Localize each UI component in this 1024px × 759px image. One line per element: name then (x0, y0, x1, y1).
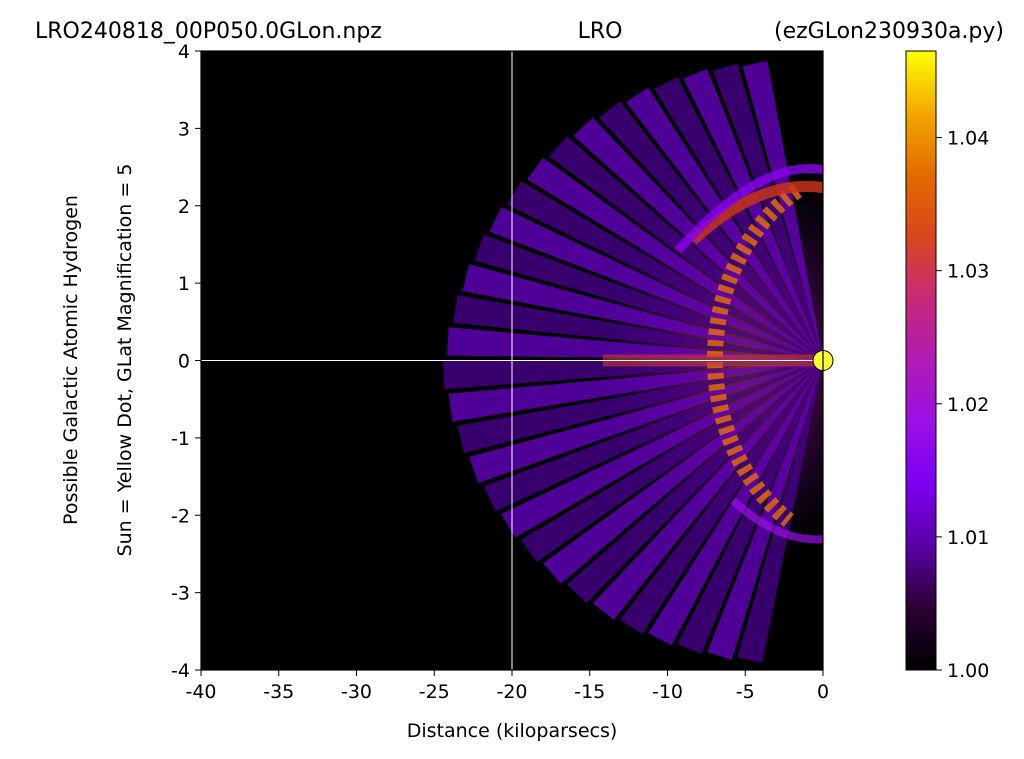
y-axis-ticks: -4 -3 -2 -1 0 1 2 3 4 (171, 41, 201, 682)
emission-wedge (457, 360, 823, 454)
colorbar-tick-label: 1.00 (947, 660, 989, 682)
colorbar-tick-label: 1.04 (947, 128, 989, 150)
emission-outer-arc (730, 497, 823, 544)
x-axis-label: Distance (kiloparsecs) (407, 720, 618, 742)
y-tick-label: 0 (178, 351, 190, 373)
crosshair (201, 51, 823, 670)
emission-wedge (507, 181, 823, 361)
colorbar (905, 50, 937, 671)
emission-wedge (683, 68, 823, 361)
x-tick-label: 0 (817, 681, 829, 703)
x-tick-label: -30 (341, 681, 372, 703)
emission-wedge (469, 360, 823, 484)
emission-wedge (443, 360, 823, 390)
chart-title-right: (ezGLon230930a.py) (774, 19, 1004, 44)
emission-wedge (654, 77, 823, 361)
x-tick-label: -15 (574, 681, 605, 703)
emission-wedge (677, 360, 823, 655)
x-tick-label: -35 (263, 681, 294, 703)
y-tick-label: -3 (171, 583, 190, 605)
x-axis-ticks: -40 -35 -30 -25 -20 -15 -10 -5 0 (185, 670, 829, 703)
y-tick-label: 4 (178, 41, 190, 63)
emission-wedge (501, 360, 823, 538)
heatmap (443, 61, 823, 663)
emission-outer-arc (674, 163, 823, 254)
x-tick-label: -20 (496, 681, 527, 703)
emission-outer-arc (689, 180, 823, 245)
emission-wedge (707, 360, 823, 660)
y-tick-label: -1 (171, 428, 190, 450)
colorbar-tick-label: 1.03 (947, 261, 989, 283)
y-axis-label-line2: Sun = Yellow Dot, GLat Magnification = 5 (114, 164, 136, 557)
emission-wedge (474, 234, 823, 361)
y-tick-label: 3 (178, 118, 190, 140)
emission-wedge (489, 207, 823, 361)
emission-wedge (549, 136, 823, 361)
emission-wedge (543, 360, 823, 584)
emission-wedge (462, 264, 823, 361)
y-axis-label-line1: Possible Galactic Atomic Hydrogen (60, 195, 82, 525)
y-tick-label: 1 (178, 273, 190, 295)
y-tick-label: 2 (178, 196, 190, 218)
x-tick-label: -25 (419, 681, 450, 703)
emission-wedge (567, 360, 823, 604)
emission-wedge (626, 87, 823, 361)
x-tick-label: -5 (736, 681, 755, 703)
x-tick-label: -40 (185, 681, 216, 703)
chart-title-center: LRO (578, 19, 623, 44)
emission-arm (707, 183, 802, 527)
colorbar-ticks: 1.00 1.01 1.02 1.03 1.04 (936, 128, 989, 682)
chart-title-left: LRO240818_00P050.0GLon.npz (35, 19, 382, 44)
colorbar-tick-label: 1.01 (947, 527, 989, 549)
emission-wedge (521, 360, 823, 562)
emission-wedge (447, 327, 823, 361)
y-tick-label: -4 (171, 660, 190, 682)
emission-wedge (592, 360, 823, 620)
y-tick-label: -2 (171, 505, 190, 527)
emission-wedge (448, 360, 823, 422)
emission-wedge (453, 295, 823, 361)
x-tick-label: -10 (652, 681, 683, 703)
emission-wedge (619, 360, 823, 635)
colorbar-tick-label: 1.02 (947, 394, 989, 416)
emission-wedge (483, 360, 823, 512)
emission-wedge (527, 157, 823, 361)
